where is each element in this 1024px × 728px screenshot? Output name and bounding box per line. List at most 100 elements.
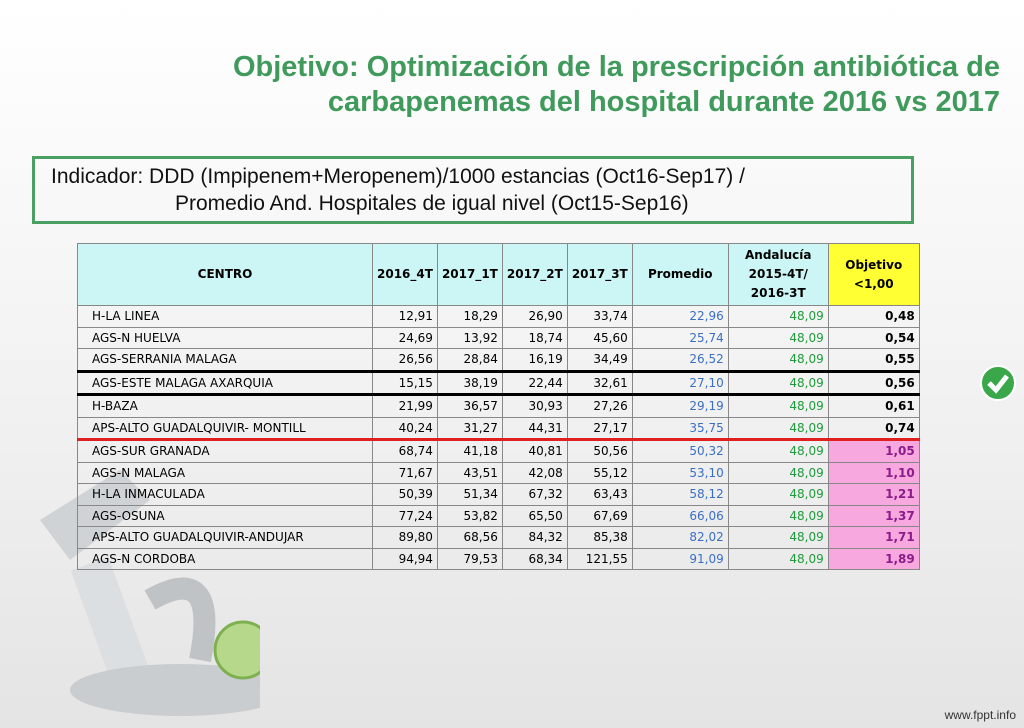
column-header: 2017_2T <box>501 243 568 306</box>
table-cell: H-BAZA <box>77 394 373 418</box>
table-row: APS-ALTO GUADALQUIVIR- MONTILL 40,24 31,27… <box>77 416 920 441</box>
table-cell: 51,34 <box>436 483 503 506</box>
table-cell: 50,32 <box>631 439 729 463</box>
table-cell: 25,74 <box>631 326 729 349</box>
column-header: Objetivo <1,00 <box>827 243 920 306</box>
table-cell: 12,91 <box>372 305 438 328</box>
table-cell: 68,56 <box>436 526 503 549</box>
column-header: Andalucía 2015-4T/ 2016-3T <box>727 243 829 306</box>
table-cell: 44,31 <box>501 416 568 441</box>
table-cell: AGS-SERRANIA MALAGA <box>77 348 373 372</box>
table-cell: 27,17 <box>566 416 633 441</box>
table-cell: 50,39 <box>372 483 438 506</box>
table-cell: 1,21 <box>827 483 920 506</box>
column-header: 2016_4T <box>372 243 438 306</box>
table-cell: 1,37 <box>827 504 920 527</box>
table-row: H-LA INMACULADA 50,39 51,34 67,32 63,43 58,12… <box>77 483 920 506</box>
table-cell: 48,09 <box>727 461 829 484</box>
table-cell: 53,10 <box>631 461 729 484</box>
table-cell: 121,55 <box>566 547 633 570</box>
table-cell: 94,94 <box>372 547 438 570</box>
table-cell: 1,89 <box>827 547 920 570</box>
table-row: AGS-N MALAGA 71,67 43,51 42,08 55,12 53,10 48,… <box>77 461 920 484</box>
table-cell: 85,38 <box>566 526 633 549</box>
table-cell: H-LA INMACULADA <box>77 483 373 506</box>
table-row: AGS-SERRANIA MALAGA 26,56 28,84 16,19 34,49 2… <box>77 348 920 372</box>
table-cell: 68,34 <box>501 547 568 570</box>
table-cell: 31,27 <box>436 416 503 441</box>
table-row: AGS-OSUNA 77,24 53,82 65,50 67,69 66,06 48,09 1… <box>77 504 920 527</box>
table-cell: 68,74 <box>372 439 438 463</box>
data-table: CENTRO 2016_4T 2017_1T 2017_2T 2017_3T Promed… <box>77 243 920 570</box>
indicator-line: Indicador: DDD (Impipenem+Meropenem)/100… <box>51 165 745 188</box>
table-cell: 48,09 <box>727 369 829 396</box>
table-cell: 26,56 <box>372 348 438 372</box>
table-cell: 48,09 <box>727 504 829 527</box>
table-row: AGS-N CORDOBA 94,94 79,53 68,34 121,55 91,09 4… <box>77 547 920 570</box>
table-cell: 43,51 <box>436 461 503 484</box>
table-cell: 58,12 <box>631 483 729 506</box>
table-cell: AGS-SUR GRANADA <box>77 439 373 463</box>
table-cell: 27,26 <box>566 394 633 418</box>
table-cell: 91,09 <box>631 547 729 570</box>
table-cell: 0,61 <box>827 394 920 418</box>
table-cell: 27,10 <box>631 369 729 396</box>
microscope-illustration <box>40 470 260 716</box>
table-cell: APS-ALTO GUADALQUIVIR- MONTILL <box>77 416 373 441</box>
table-cell: 28,84 <box>436 348 503 372</box>
table-cell: 24,69 <box>372 326 438 349</box>
title-line: carbapenemas del hospital durante 2016 v… <box>327 86 1000 118</box>
table-cell: 66,06 <box>631 504 729 527</box>
title-line: Objetivo: Optimización de la prescripció… <box>232 51 1000 83</box>
table-cell: 26,52 <box>631 348 729 372</box>
table-cell: 0,74 <box>827 416 920 441</box>
table-cell: 22,44 <box>501 369 568 396</box>
table-cell: 63,43 <box>566 483 633 506</box>
table-cell: 1,05 <box>827 439 920 463</box>
table-cell: 55,12 <box>566 461 633 484</box>
table-cell: 48,09 <box>727 526 829 549</box>
table-cell: 48,09 <box>727 416 829 441</box>
table-cell: 0,54 <box>827 326 920 349</box>
table-cell: 40,81 <box>501 439 568 463</box>
table-cell: 0,48 <box>827 305 920 328</box>
indicator-box: Indicador: DDD (Impipenem+Meropenem)/100… <box>32 156 914 224</box>
indicator-line: Promedio And. Hospitales de igual nivel … <box>175 192 689 215</box>
table-cell: 26,90 <box>501 305 568 328</box>
table-cell: 0,56 <box>827 369 920 396</box>
table-cell: 48,09 <box>727 348 829 372</box>
table-row: AGS-ESTE MALAGA AXARQUIA 15,15 38,19 22,44 3… <box>77 369 920 396</box>
table-cell: 65,50 <box>501 504 568 527</box>
title: Objetivo: Optimización de la prescripció… <box>233 50 1000 120</box>
table-cell: 32,61 <box>566 369 633 396</box>
table-row: AGS-SUR GRANADA 68,74 41,18 40,81 50,56 50,32… <box>77 439 920 463</box>
table-cell: 48,09 <box>727 547 829 570</box>
table-cell: 48,09 <box>727 439 829 463</box>
table-row: APS-ALTO GUADALQUIVIR-ANDUJAR 89,80 68,56 8… <box>77 526 920 549</box>
header-row: CENTRO 2016_4T 2017_1T 2017_2T 2017_3T Promed… <box>77 243 920 306</box>
table-cell: 84,32 <box>501 526 568 549</box>
table-cell: 0,55 <box>827 348 920 372</box>
table-cell: APS-ALTO GUADALQUIVIR-ANDUJAR <box>77 526 373 549</box>
table-cell: 42,08 <box>501 461 568 484</box>
table-cell: 15,15 <box>372 369 438 396</box>
table-cell: 89,80 <box>372 526 438 549</box>
table-cell: AGS-N MALAGA <box>77 461 373 484</box>
table-cell: 1,71 <box>827 526 920 549</box>
table-cell: 50,56 <box>566 439 633 463</box>
table-cell: 40,24 <box>372 416 438 441</box>
table-cell: 67,32 <box>501 483 568 506</box>
table-cell: 18,74 <box>501 326 568 349</box>
table-cell: 71,67 <box>372 461 438 484</box>
table-cell: 45,60 <box>566 326 633 349</box>
table-cell: 48,09 <box>727 394 829 418</box>
table-cell: AGS-N CORDOBA <box>77 547 373 570</box>
table-cell: 33,74 <box>566 305 633 328</box>
table-cell: AGS-N HUELVA <box>77 326 373 349</box>
table-cell: 82,02 <box>631 526 729 549</box>
column-header: Promedio <box>631 243 729 306</box>
table-cell: 48,09 <box>727 305 829 328</box>
table-cell: 16,19 <box>501 348 568 372</box>
table-cell: 48,09 <box>727 326 829 349</box>
